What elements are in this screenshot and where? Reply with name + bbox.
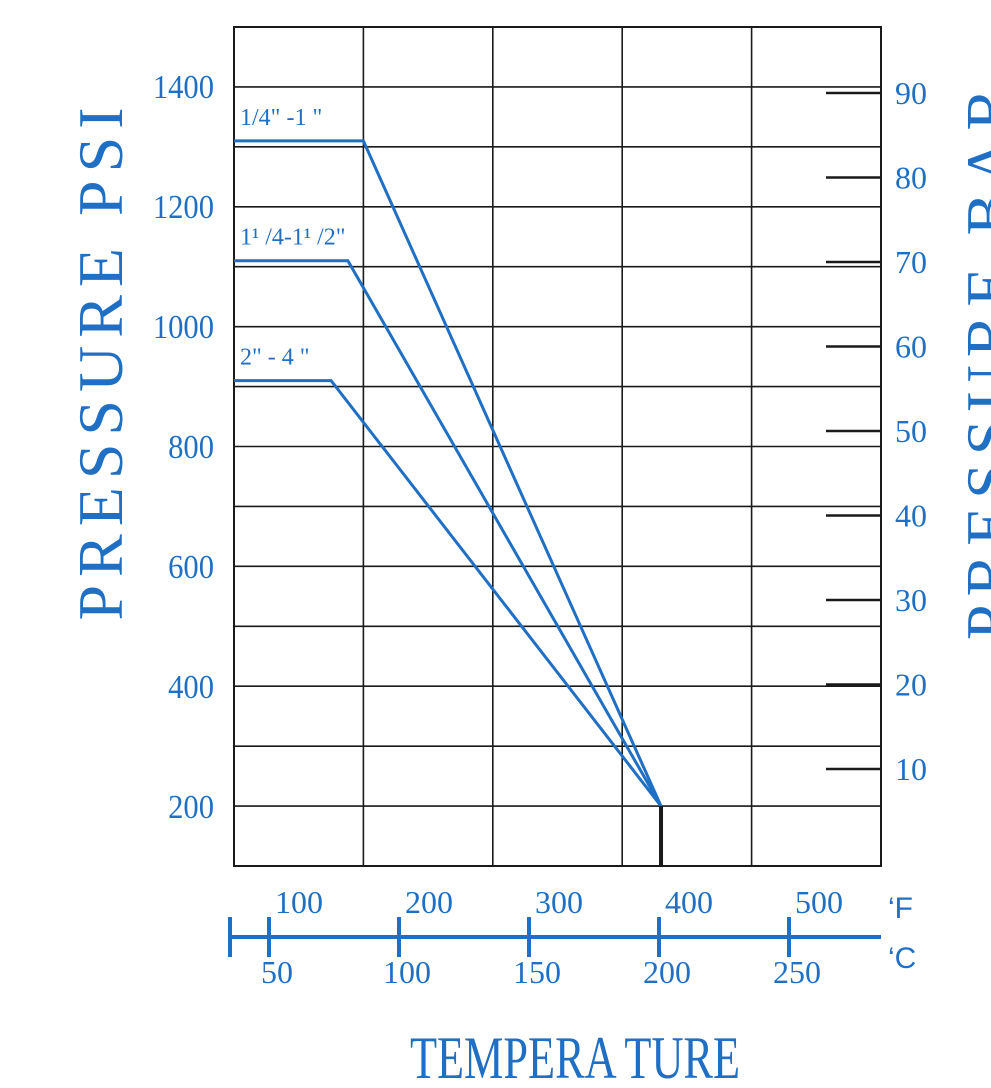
psi-tick-label: 1400 xyxy=(153,68,214,106)
chart-grid xyxy=(233,26,882,867)
series-line xyxy=(234,259,663,807)
psi-tick-label: 200 xyxy=(168,788,214,826)
bar-tick-label: 60 xyxy=(895,329,927,365)
psi-tick-label: 800 xyxy=(168,428,214,466)
series-line xyxy=(234,139,663,807)
fahrenheit-tick-label: 100 xyxy=(275,884,323,920)
temperature-scale: 100 200 300 400 500 50 100 150 200 250 xyxy=(228,884,881,990)
bar-tick-label: 80 xyxy=(895,160,927,196)
celsius-tick-label: 250 xyxy=(773,954,821,990)
psi-tick-label: 1200 xyxy=(153,188,214,226)
psi-tick-label: 400 xyxy=(168,668,214,706)
series-group: 1/4" -1 " 1¹ /4-1¹ /2" 2" - 4 " xyxy=(234,105,664,866)
bar-tick-label: 10 xyxy=(895,751,927,787)
x-axis-title: TEMPERA TURE xyxy=(410,1026,740,1088)
bar-scale: 90 80 70 60 50 40 30 20 10 xyxy=(826,75,927,787)
celsius-unit: ‘C xyxy=(888,942,916,975)
right-axis-title: PRESSURE BAR xyxy=(953,80,991,640)
bar-tick-label: 30 xyxy=(895,582,927,618)
psi-tick-label: 1000 xyxy=(153,308,214,346)
series-label: 1/4" -1 " xyxy=(240,105,322,131)
fahrenheit-unit: ‘F xyxy=(888,892,913,925)
bar-tick-label: 50 xyxy=(895,413,927,449)
psi-tick-label: 600 xyxy=(168,548,214,586)
fahrenheit-tick-label: 200 xyxy=(405,884,453,920)
left-axis-title: PRESSURE PSI xyxy=(65,99,136,620)
celsius-tick-label: 50 xyxy=(261,954,293,990)
fahrenheit-tick-label: 300 xyxy=(535,884,583,920)
celsius-tick-label: 200 xyxy=(643,954,691,990)
bar-tick-label: 70 xyxy=(895,244,927,280)
celsius-tick-label: 150 xyxy=(513,954,561,990)
bar-tick-label: 20 xyxy=(895,667,927,703)
fahrenheit-tick-label: 400 xyxy=(665,884,713,920)
bar-tick-label: 40 xyxy=(895,498,927,534)
bar-tick-label: 90 xyxy=(895,75,927,111)
series-line xyxy=(234,379,663,807)
fahrenheit-tick-label: 500 xyxy=(795,884,843,920)
celsius-tick-label: 100 xyxy=(383,954,431,990)
series-label: 2" - 4 " xyxy=(240,345,310,371)
series-label: 1¹ /4-1¹ /2" xyxy=(240,225,346,251)
labels-group: 1400 1200 1000 800 600 400 200 xyxy=(153,68,214,826)
